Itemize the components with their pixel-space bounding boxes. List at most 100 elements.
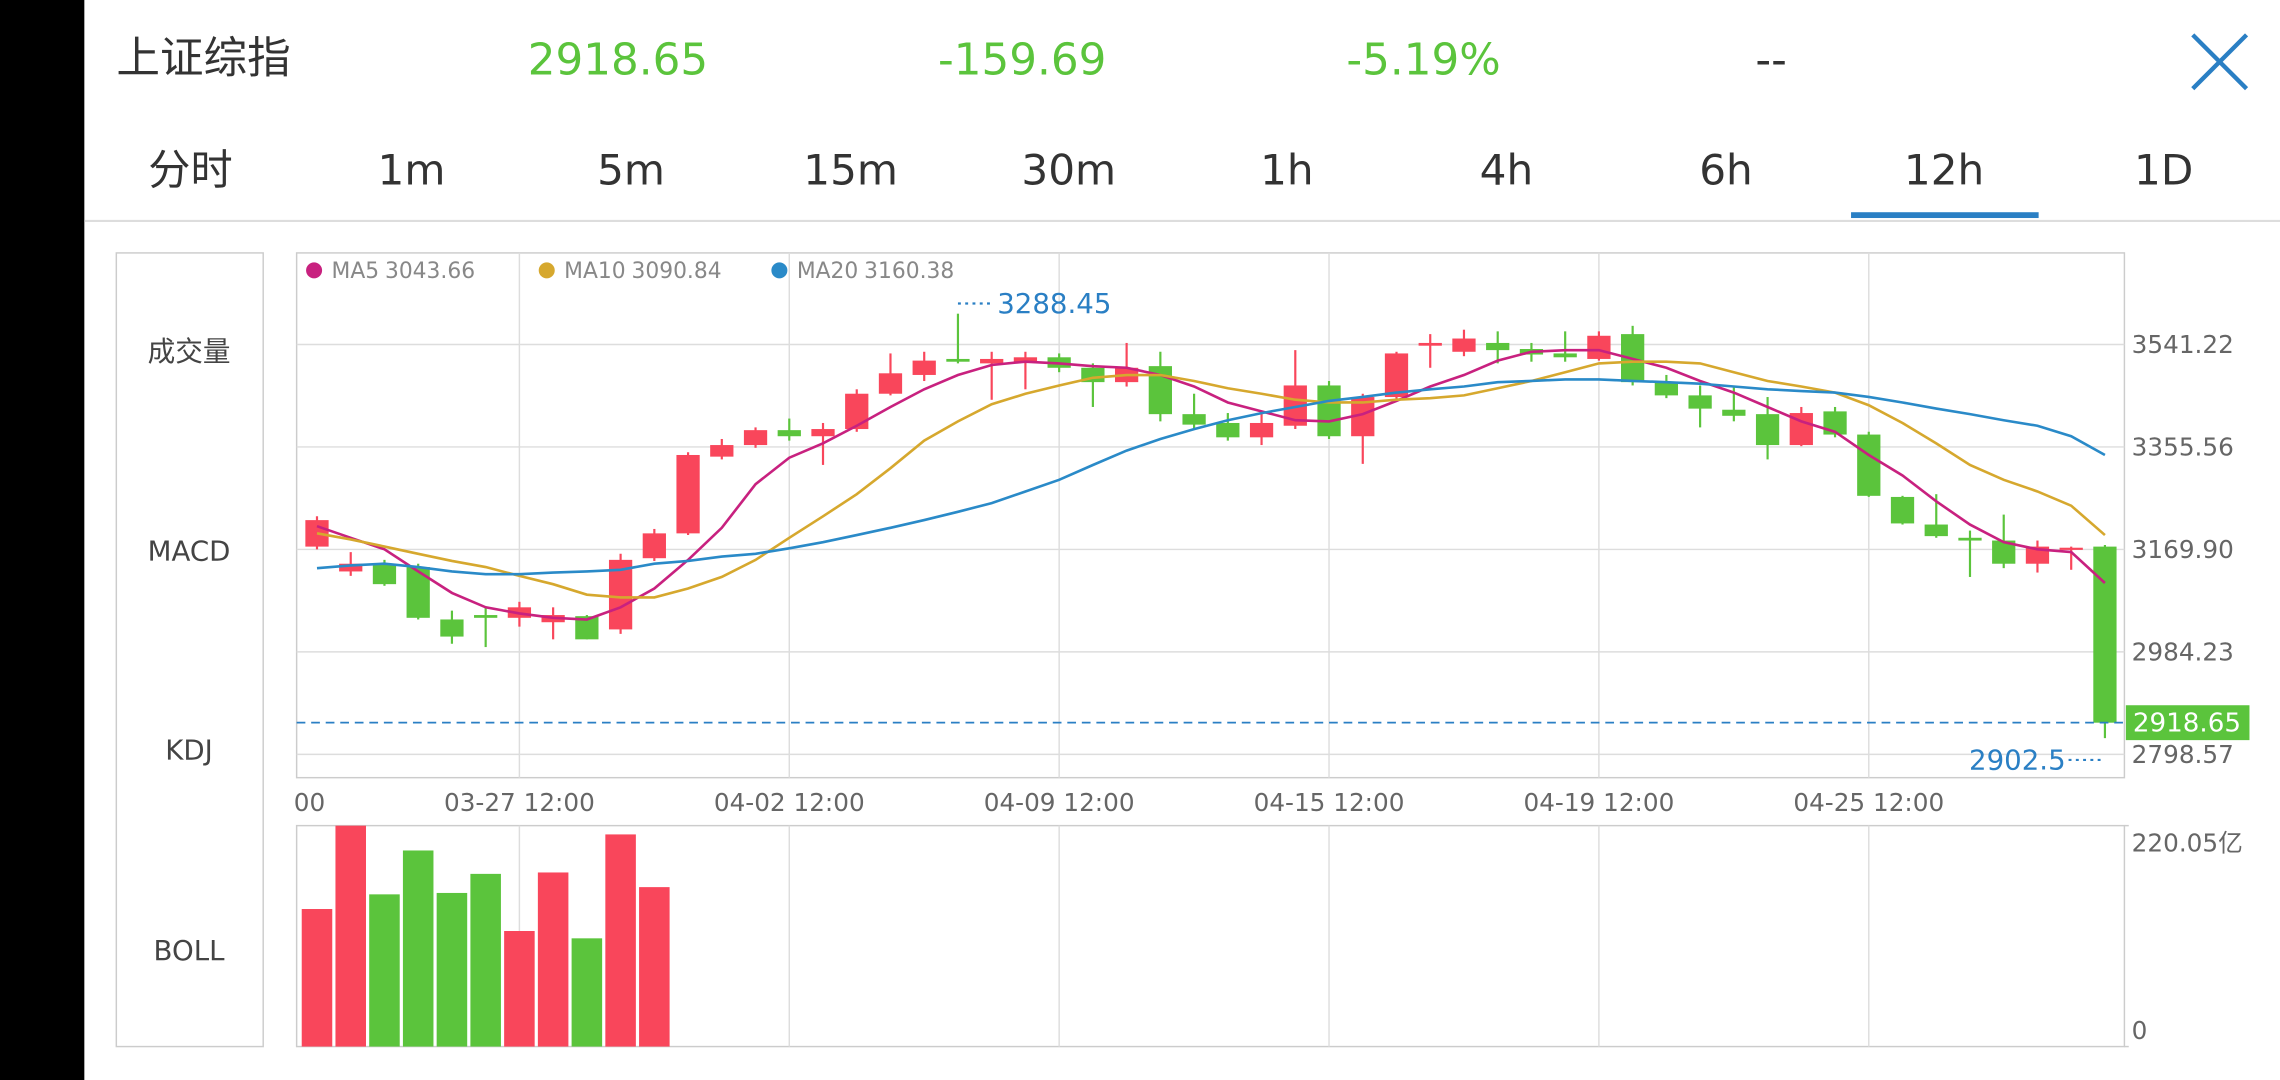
candle-body (710, 445, 734, 457)
x-tick-label: 04-09 12:00 (984, 788, 1135, 817)
timeframe-tab[interactable]: 30m (1021, 145, 1116, 194)
legend-name: MA5 (332, 259, 380, 284)
timeframe-tab[interactable]: 5m (597, 145, 665, 194)
ma-line (316, 378, 2106, 576)
candle-body (777, 430, 801, 437)
max-label: 3288.45 (997, 287, 1111, 320)
candle-body (743, 430, 768, 446)
candle-body (1722, 409, 1746, 416)
candle-body (1317, 385, 1341, 437)
timeframe-tab[interactable]: 4h (1480, 145, 1534, 194)
candle-body (676, 454, 700, 534)
legend-dot (306, 262, 323, 279)
candle-body (440, 619, 464, 637)
price-plot (295, 252, 2126, 779)
indicator-tab[interactable]: BOLL (154, 934, 226, 967)
candle-body (1182, 414, 1206, 425)
candle-body (575, 616, 599, 640)
indicator-tab[interactable]: 成交量 (148, 335, 231, 368)
legend-name: MA20 (797, 259, 858, 284)
volume-bar (436, 892, 468, 1047)
candle-body (912, 360, 936, 375)
candle-body (2093, 546, 2117, 723)
volume-bar (402, 850, 434, 1047)
x-tick-label: 04-19 12:00 (1523, 788, 1674, 817)
volume-bar (537, 872, 569, 1047)
candle-body (1283, 385, 1307, 426)
candle-body (1924, 524, 1948, 537)
timeframe-tab[interactable]: 12h (1904, 145, 1984, 194)
candle-body (1890, 496, 1915, 524)
legend-value: 3160.38 (864, 259, 954, 284)
candle-body (946, 358, 970, 362)
candle-body (1654, 382, 1679, 396)
candle-body (811, 429, 835, 437)
y-tick-label: 2984.23 (2132, 637, 2234, 666)
x-tick-label: 04-15 12:00 (1254, 788, 1405, 817)
legend-value: 3090.84 (631, 259, 721, 284)
x-tick-label: 04-25 12:00 (1793, 788, 1944, 817)
candle-body (1351, 397, 1375, 437)
indicator-tab[interactable]: MACD (148, 534, 231, 567)
candle-body (1216, 422, 1240, 438)
candle-body (608, 559, 633, 630)
volume-bar (470, 873, 501, 1047)
candle-body (474, 615, 498, 618)
volume-tick-label: 220.05亿 (2132, 829, 2243, 858)
volume-bar (605, 834, 636, 1047)
index-name: 上证综指 (116, 34, 290, 84)
timeframe-tab[interactable]: 1h (1260, 145, 1314, 194)
candle-body (1789, 413, 1813, 446)
candle-body (372, 563, 397, 585)
legend-dot (538, 262, 555, 279)
x-tick-label: 04-02 12:00 (714, 788, 865, 817)
legend-value: 3043.66 (385, 259, 475, 284)
candle-body (1857, 434, 1881, 496)
change-pct: -5.19% (1346, 36, 1500, 86)
candle-body (339, 563, 363, 572)
side-panel (115, 252, 264, 1048)
legend-entry: MA5 3043.66 (332, 259, 476, 284)
legend-entry: MA20 3160.38 (797, 259, 954, 284)
timeframe-tab[interactable]: 15m (803, 145, 898, 194)
ma-line (316, 348, 2106, 621)
candle-body (980, 358, 1004, 364)
left-bezel (0, 0, 85, 1080)
candle-body (1013, 357, 1038, 362)
candle-body (1688, 395, 1712, 409)
timeframe-tab[interactable]: 1m (378, 145, 446, 194)
close-button[interactable] (2191, 33, 2249, 91)
candle-body (1249, 422, 1274, 438)
timeframe-tab[interactable]: 1D (2134, 145, 2193, 194)
candle-body (1452, 338, 1476, 352)
legend-entry: MA10 3090.84 (564, 259, 721, 284)
tab-underline (1851, 212, 2039, 219)
volume-bar (504, 931, 535, 1047)
extra: -- (1755, 36, 1786, 86)
current-price-tag (2125, 705, 2250, 741)
indicator-tab[interactable]: KDJ (165, 733, 213, 766)
price: 2918.65 (528, 36, 708, 86)
volume-bar (639, 887, 670, 1047)
volume-bar (335, 825, 366, 1047)
candle-body (878, 373, 903, 394)
candle-body (2059, 547, 2083, 550)
timeframe-tab[interactable]: 分时 (148, 145, 232, 194)
y-tick-label: 2798.57 (2132, 740, 2234, 769)
volume-plot (295, 824, 2126, 1048)
candle-body (1553, 353, 1577, 358)
min-label: 2902.5 (1969, 743, 2066, 776)
candle-body (1418, 342, 1442, 346)
y-tick-label: 3355.56 (2132, 432, 2234, 461)
candle-body (1587, 335, 1611, 359)
y-tick-label: 3541.22 (2132, 330, 2234, 359)
candle-body (1755, 414, 1780, 446)
timeframe-tab[interactable]: 6h (1699, 145, 1753, 194)
candle-body (1992, 540, 2016, 564)
ma-line (316, 360, 2106, 599)
legend-dot (771, 262, 788, 279)
volume-bar (301, 909, 333, 1047)
legend-name: MA10 (564, 259, 625, 284)
volume-bar (571, 938, 603, 1047)
